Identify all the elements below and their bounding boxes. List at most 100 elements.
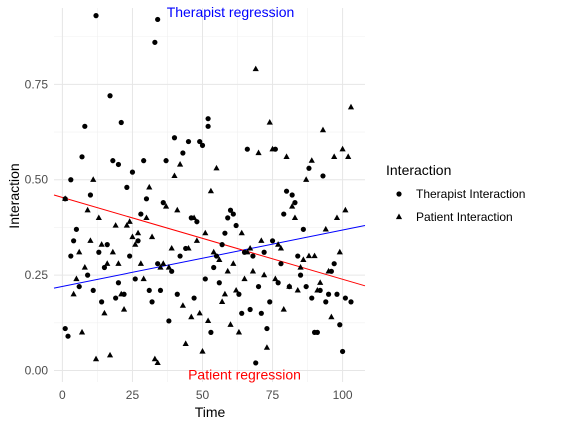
patient-point (76, 248, 83, 255)
patient-point (342, 206, 349, 213)
patient-point (263, 344, 271, 350)
patient-point (221, 290, 229, 297)
therapist-point (85, 272, 91, 278)
therapist-point (292, 200, 298, 206)
therapist-point (180, 150, 186, 156)
patient-point (305, 252, 313, 259)
patient-point (227, 321, 234, 327)
patient-point (179, 302, 186, 308)
patient-point (143, 214, 150, 221)
legend-key-circle (396, 191, 402, 197)
patient-point (275, 241, 282, 247)
regression-annotation: Patient regression (188, 366, 301, 382)
patient-point (258, 237, 265, 243)
patient-point (308, 157, 315, 163)
therapist-point (283, 188, 290, 194)
therapist-point (155, 261, 161, 267)
patient-point (252, 65, 259, 72)
y-tick-label: 0.25 (25, 268, 49, 282)
therapist-point (325, 291, 332, 297)
therapist-point (227, 207, 234, 213)
legend-title: Interaction (386, 162, 451, 178)
therapist-point (267, 299, 273, 305)
therapist-point (289, 192, 295, 198)
data-points (62, 13, 355, 366)
therapist-point (275, 280, 281, 286)
therapist-point (239, 310, 245, 316)
therapist-point (104, 242, 110, 248)
therapist-point (247, 306, 253, 313)
therapist-point (258, 310, 264, 316)
patient-point (81, 264, 88, 270)
patient-point (160, 260, 167, 266)
patient-point (319, 126, 327, 133)
therapist-point (76, 283, 82, 290)
patient-point (126, 218, 133, 224)
patient-point (137, 260, 144, 266)
therapist-point (132, 276, 138, 282)
x-tick-label: 0 (59, 388, 66, 402)
therapist-point (149, 299, 155, 305)
therapist-point (300, 226, 306, 232)
patient-point (233, 286, 240, 293)
patient-point (272, 275, 279, 282)
legend-key-triangle (395, 213, 403, 220)
therapist-point (278, 261, 284, 267)
patient-point (347, 103, 355, 110)
therapist-point (127, 253, 133, 259)
therapist-point (230, 211, 236, 217)
y-tick-label: 0.00 (25, 364, 49, 378)
therapist-point (107, 93, 113, 99)
therapist-point (115, 280, 122, 286)
therapist-point (208, 329, 214, 335)
patient-point (204, 317, 212, 324)
patient-point (120, 306, 128, 312)
y-tick-label: 0.50 (25, 173, 49, 187)
patient-point (154, 359, 161, 366)
therapist-point (110, 158, 116, 164)
patient-point (78, 328, 86, 335)
therapist-point (323, 299, 329, 305)
patient-point (188, 313, 195, 320)
patient-point (322, 225, 329, 232)
patient-point (283, 153, 290, 159)
therapist-point (194, 219, 200, 225)
therapist-point (202, 276, 208, 282)
patient-point (185, 244, 192, 251)
patient-point (104, 260, 111, 266)
therapist-point (171, 135, 178, 141)
therapist-point (65, 333, 71, 339)
therapist-point (124, 184, 130, 190)
patient-point (199, 348, 206, 354)
patient-point (148, 233, 156, 240)
patient-point (331, 153, 338, 159)
therapist-point (68, 253, 74, 259)
patient-point (213, 164, 220, 171)
patient-point (162, 202, 170, 209)
patient-point (101, 309, 108, 316)
patient-point (261, 271, 268, 278)
patient-point (280, 306, 287, 312)
patient-point (235, 328, 243, 335)
patient-point (73, 275, 80, 282)
therapist-point (155, 16, 161, 23)
therapist-point (244, 146, 250, 152)
therapist-point (177, 253, 183, 259)
y-tick-label: 0.75 (25, 77, 49, 91)
therapist-point (297, 272, 304, 278)
patient-point (291, 214, 299, 221)
patient-point (311, 252, 318, 259)
therapist-point (339, 348, 346, 355)
patient-point (182, 340, 189, 346)
therapist-point (157, 287, 164, 294)
patient-point (151, 355, 158, 362)
therapist-point (79, 154, 85, 160)
y-axis-ticks: 0.00 0.25 0.50 0.75 (25, 77, 49, 377)
therapist-point (146, 287, 152, 294)
therapist-point (197, 138, 203, 145)
patient-point (314, 286, 321, 293)
patient-point (317, 279, 324, 285)
therapist-point (62, 325, 68, 332)
therapist-point (141, 158, 147, 164)
